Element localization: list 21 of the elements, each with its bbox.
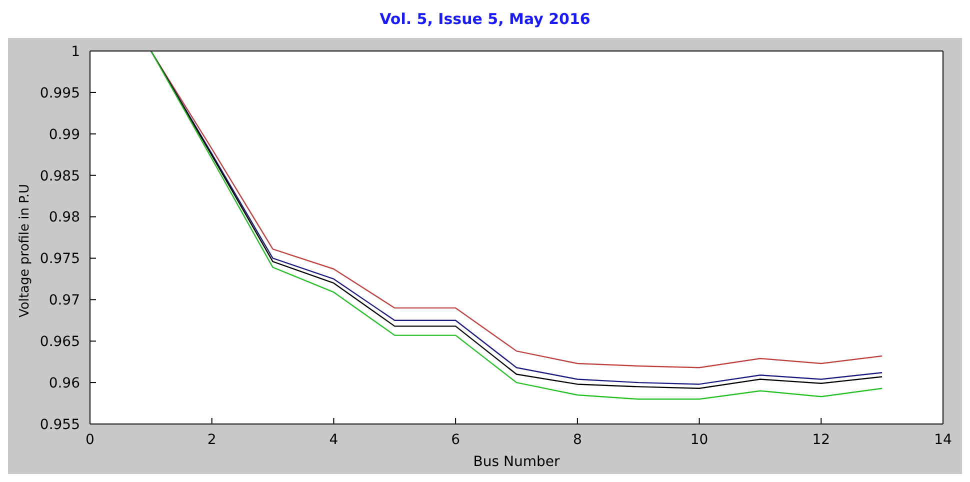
y-tick-label: 0.975 (40, 251, 80, 268)
x-tick-label: 14 (934, 432, 952, 448)
y-tick-label: 0.98 (48, 210, 80, 226)
x-axis-title: Bus Number (473, 454, 560, 470)
x-tick-label: 2 (207, 432, 216, 448)
x-tick-label: 6 (451, 432, 460, 448)
x-tick-label: 4 (329, 432, 338, 448)
y-tick-label: 0.995 (40, 85, 80, 102)
y-tick-label: 0.985 (40, 168, 80, 184)
x-tick-label: 10 (690, 432, 708, 448)
y-tick-label: 0.99 (48, 126, 80, 143)
y-tick-label: 1 (71, 44, 80, 60)
x-tick-label: 0 (86, 432, 94, 448)
x-tick-label: 8 (572, 432, 582, 448)
y-tick-label: 0.965 (40, 334, 80, 350)
chart-title: Vol. 5, Issue 5, May 2016 (378, 9, 592, 30)
y-axis-title: Voltage profile in P.U (18, 184, 33, 318)
y-tick-label: 0.96 (48, 376, 80, 392)
y-tick-label: 0.955 (40, 416, 80, 433)
y-tick-label: 0.97 (48, 292, 80, 309)
x-tick-label: 12 (812, 432, 830, 448)
